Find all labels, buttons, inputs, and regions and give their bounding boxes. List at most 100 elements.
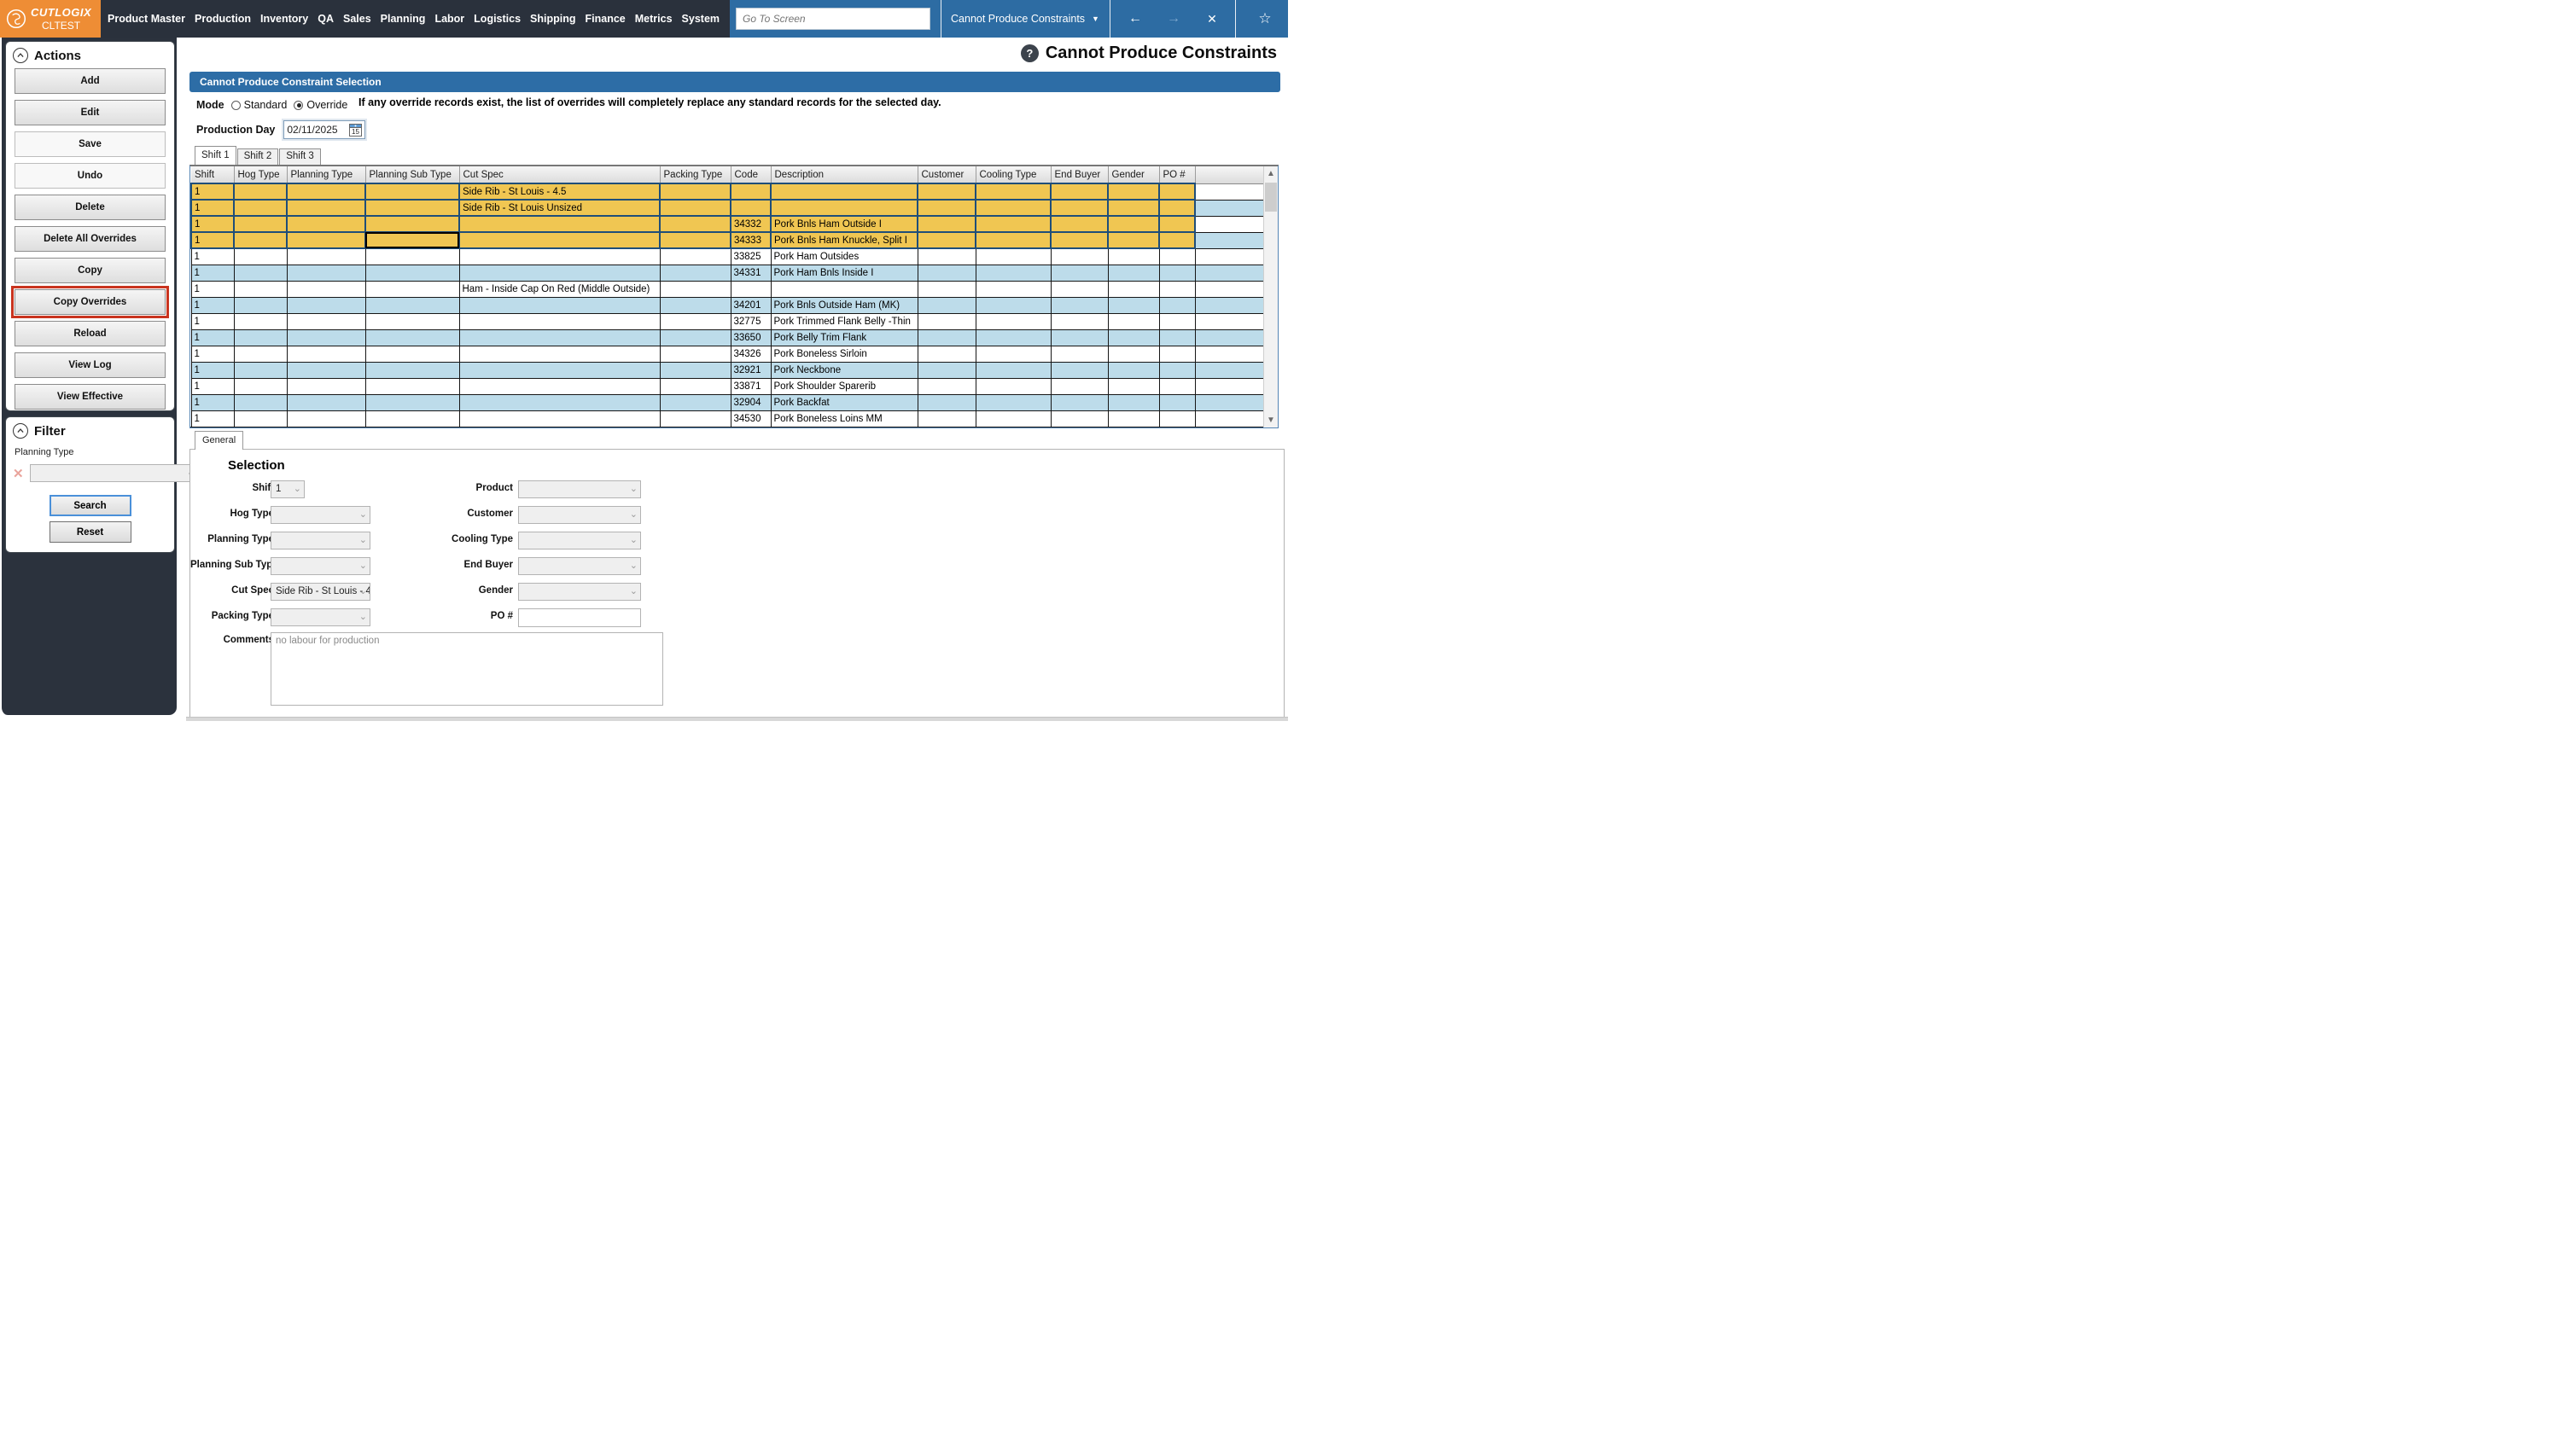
grid-cell-end-buyer[interactable] — [1050, 329, 1109, 346]
grid-cell-planning-type[interactable] — [286, 199, 366, 217]
grid-cell-po[interactable] — [1158, 312, 1196, 330]
tab-shift-1[interactable]: Shift 1 — [195, 146, 236, 165]
grid-cell-planning-type[interactable] — [286, 247, 366, 265]
grid-cell-gender[interactable] — [1107, 231, 1160, 249]
grid-cell-planning-type[interactable] — [286, 183, 366, 201]
grid-cell-customer[interactable] — [917, 312, 976, 330]
grid-cell-cooling-type[interactable] — [975, 410, 1052, 427]
grid-cell-shift[interactable]: 1 — [190, 361, 235, 379]
grid-cell-hog-type[interactable] — [233, 296, 288, 314]
nav-item-finance[interactable]: Finance — [585, 13, 626, 25]
grid-cell-planning-type[interactable] — [286, 231, 366, 249]
grid-cell-planning-sub-type[interactable] — [364, 377, 460, 395]
grid-cell-cut-spec[interactable] — [458, 231, 661, 249]
grid-cell-planning-type[interactable] — [286, 329, 366, 346]
grid-cell-cooling-type[interactable] — [975, 393, 1052, 411]
grid-cell-end-buyer[interactable] — [1050, 264, 1109, 282]
grid-cell-shift[interactable]: 1 — [190, 183, 235, 201]
nav-item-inventory[interactable]: Inventory — [259, 13, 309, 25]
grid-cell-code[interactable] — [730, 199, 772, 217]
grid-cell-planning-type[interactable] — [286, 312, 366, 330]
reload-button[interactable]: Reload — [15, 321, 166, 346]
grid-cell-gender[interactable] — [1107, 312, 1160, 330]
grid-cell-customer[interactable] — [917, 377, 976, 395]
grid-cell-cut-spec[interactable] — [458, 377, 661, 395]
grid-cell-packing-type[interactable] — [659, 296, 731, 314]
grid-cell-packing-type[interactable] — [659, 199, 731, 217]
nav-item-sales[interactable]: Sales — [342, 13, 371, 25]
grid-cell-shift[interactable]: 1 — [190, 393, 235, 411]
grid-cell-shift[interactable]: 1 — [190, 312, 235, 330]
scroll-up-icon[interactable]: ▲ — [1267, 169, 1275, 178]
search-button[interactable]: Search — [49, 495, 131, 516]
grid-cell-cooling-type[interactable] — [975, 312, 1052, 330]
grid-cell-end-buyer[interactable] — [1050, 296, 1109, 314]
grid-cell-planning-type[interactable] — [286, 361, 366, 379]
grid-cell-packing-type[interactable] — [659, 312, 731, 330]
grid-cell-planning-type[interactable] — [286, 410, 366, 427]
grid-cell-shift[interactable]: 1 — [190, 264, 235, 282]
grid-cell-cut-spec[interactable] — [458, 393, 661, 411]
grid-cell-gender[interactable] — [1107, 247, 1160, 265]
grid-cell-shift[interactable]: 1 — [190, 377, 235, 395]
grid-cell-cooling-type[interactable] — [975, 361, 1052, 379]
scrollbar-thumb[interactable] — [1265, 183, 1277, 212]
view-log-button[interactable]: View Log — [15, 352, 166, 378]
grid-cell-planning-sub-type[interactable] — [364, 410, 460, 427]
grid-cell-po[interactable] — [1158, 215, 1196, 233]
scroll-down-icon[interactable]: ▼ — [1267, 416, 1275, 425]
grid-cell-description[interactable] — [770, 183, 918, 201]
grid-cell-planning-type[interactable] — [286, 393, 366, 411]
filter-planning-type-select[interactable]: ⌄ — [30, 464, 198, 482]
grid-cell-cut-spec[interactable] — [458, 329, 661, 346]
add-button[interactable]: Add — [15, 68, 166, 94]
grid-cell-po[interactable] — [1158, 280, 1196, 298]
grid-cell-po[interactable] — [1158, 183, 1196, 201]
grid-cell-hog-type[interactable] — [233, 247, 288, 265]
grid-cell-shift[interactable]: 1 — [190, 247, 235, 265]
grid-cell-po[interactable] — [1158, 410, 1196, 427]
column-header-packing-type[interactable]: Packing Type — [660, 166, 731, 184]
grid-cell-customer[interactable] — [917, 410, 976, 427]
back-icon[interactable]: ← — [1128, 11, 1142, 26]
favorite-star-icon[interactable]: ☆ — [1258, 10, 1272, 26]
grid-cell-code[interactable]: 34530 — [730, 410, 772, 427]
grid-cell-description[interactable]: Pork Ham Bnls Inside I — [770, 264, 918, 282]
grid-row[interactable]: 1 Side Rib - St Louis - 4.5 — [190, 183, 1264, 201]
grid-cell-end-buyer[interactable] — [1050, 393, 1109, 411]
grid-cell-planning-sub-type[interactable] — [364, 247, 460, 265]
grid-cell-description[interactable]: Pork Belly Trim Flank — [770, 329, 918, 346]
hog-type-field[interactable]: ⌄ — [271, 506, 370, 524]
grid-cell-gender[interactable] — [1107, 280, 1160, 298]
grid-cell-packing-type[interactable] — [659, 361, 731, 379]
collapse-filter-icon[interactable] — [13, 423, 28, 439]
grid-cell-code[interactable] — [730, 280, 772, 298]
grid-cell-packing-type[interactable] — [659, 345, 731, 363]
save-button[interactable]: Save — [15, 131, 166, 157]
column-header-cooling-type[interactable]: Cooling Type — [976, 166, 1052, 184]
grid-cell-hog-type[interactable] — [233, 264, 288, 282]
grid-cell-planning-sub-type[interactable] — [364, 231, 460, 249]
grid-cell-shift[interactable]: 1 — [190, 410, 235, 427]
grid-cell-end-buyer[interactable] — [1050, 410, 1109, 427]
grid-cell-code[interactable]: 33825 — [730, 247, 772, 265]
grid-cell-hog-type[interactable] — [233, 312, 288, 330]
grid-cell-description[interactable]: Pork Backfat — [770, 393, 918, 411]
customer-field[interactable]: ⌄ — [518, 506, 641, 524]
grid-cell-planning-sub-type[interactable] — [364, 264, 460, 282]
grid-cell-shift[interactable]: 1 — [190, 215, 235, 233]
grid-row[interactable]: 1 32775 Pork Trimmed Flank Belly -Thin — [190, 312, 1264, 330]
grid-cell-planning-sub-type[interactable] — [364, 345, 460, 363]
grid-cell-customer[interactable] — [917, 345, 976, 363]
grid-row[interactable]: 1 34332 Pork Bnls Ham Outside I — [190, 215, 1264, 233]
end-buyer-field[interactable]: ⌄ — [518, 557, 641, 575]
grid-cell-cut-spec[interactable] — [458, 345, 661, 363]
grid-cell-po[interactable] — [1158, 329, 1196, 346]
grid-cell-cut-spec[interactable]: Side Rib - St Louis Unsized — [458, 199, 661, 217]
grid-cell-po[interactable] — [1158, 393, 1196, 411]
grid-cell-hog-type[interactable] — [233, 410, 288, 427]
grid-vertical-scrollbar[interactable]: ▲ ▼ — [1263, 166, 1278, 427]
grid-cell-planning-sub-type[interactable] — [364, 312, 460, 330]
horizontal-scrollbar[interactable] — [186, 717, 1288, 721]
grid-cell-description[interactable]: Pork Neckbone — [770, 361, 918, 379]
